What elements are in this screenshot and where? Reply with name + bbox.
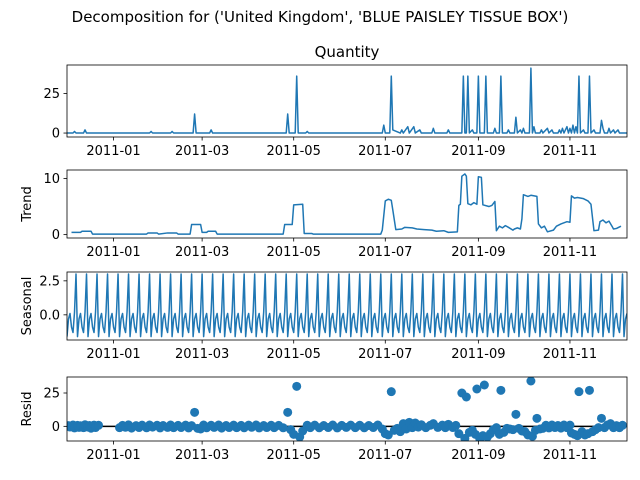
y-tick-label: 0.0	[39, 308, 60, 323]
resid-point	[496, 385, 506, 395]
x-tick-label: 2011-03	[175, 245, 229, 260]
y-axis-label: Trend	[20, 186, 35, 223]
x-tick-label: 2011-03	[175, 448, 229, 463]
y-axis-label: Resid	[20, 391, 35, 426]
x-tick-label: 2011-01	[86, 448, 140, 463]
x-tick-label: 2011-11	[543, 245, 597, 260]
y-tick-label: 25	[43, 387, 60, 402]
plot-area-trend	[71, 173, 622, 235]
resid-point	[283, 407, 293, 417]
resid-point	[574, 387, 584, 397]
x-tick-label: 2011-05	[267, 448, 321, 463]
axes-frame-quantity	[66, 64, 628, 138]
x-tick-label: 2011-07	[358, 448, 412, 463]
resid-point	[278, 423, 288, 433]
figure-suptitle: Decomposition for ('United Kingdom', 'BL…	[72, 8, 569, 26]
resid-point	[292, 381, 302, 391]
x-tick-label: 2011-05	[267, 245, 321, 260]
y-tick-label: 25	[43, 87, 60, 102]
resid-point	[94, 420, 104, 430]
x-tick-label: 2011-11	[543, 347, 597, 362]
y-tick-label: 0	[52, 127, 60, 142]
panel-resid: 2011-01 2011-03 2011-05 2011-07 2011-09 2011-…	[20, 376, 628, 463]
series-line-seasonal	[67, 273, 627, 338]
resid-point	[584, 385, 594, 395]
y-tick-label: 2.5	[39, 274, 60, 289]
series-line-quantity	[67, 67, 627, 134]
x-tick-label: 2011-03	[175, 347, 229, 362]
plot-area-seasonal	[67, 273, 627, 338]
y-axis-label: Seasonal	[20, 277, 35, 336]
plot-area-resid	[67, 377, 627, 441]
x-tick-label: 2011-09	[451, 448, 505, 463]
plot-area-quantity	[67, 67, 627, 134]
resid-point	[526, 377, 536, 386]
x-tick-label: 2011-01	[86, 245, 140, 260]
x-tick-label: 2011-07	[358, 245, 412, 260]
axes-frame-trend	[66, 169, 628, 239]
axes-frame-seasonal	[66, 271, 628, 341]
y-tick-label: 0	[52, 228, 60, 243]
x-tick-label: 2011-11	[543, 144, 597, 159]
series-line-trend	[71, 173, 622, 235]
resid-point	[511, 409, 521, 419]
x-tick-label: 2011-09	[451, 347, 505, 362]
resid-point	[386, 387, 396, 397]
x-tick-label: 2011-03	[175, 144, 229, 159]
x-tick-label: 2011-09	[451, 245, 505, 260]
resid-point	[451, 420, 461, 430]
resid-point	[190, 407, 200, 417]
x-tick-label: 2011-07	[358, 347, 412, 362]
resid-point	[532, 413, 542, 423]
resid-point	[565, 420, 575, 430]
x-tick-label: 2011-05	[267, 144, 321, 159]
x-tick-label: 2011-11	[543, 448, 597, 463]
x-tick-label: 2011-01	[86, 347, 140, 362]
resid-point	[596, 413, 606, 423]
axes-frame-resid	[66, 376, 628, 442]
x-tick-label: 2011-09	[451, 144, 505, 159]
x-tick-label: 2011-05	[267, 347, 321, 362]
resid-point	[479, 380, 489, 390]
resid-point	[461, 392, 471, 402]
panel-quantity: 2011-01 2011-03 2011-05 2011-07 2011-09 2011-…	[43, 43, 628, 159]
x-tick-label: 2011-07	[358, 144, 412, 159]
resid-point	[618, 420, 627, 430]
panel-trend: 2011-01 2011-03 2011-05 2011-07 2011-09 2011-…	[20, 169, 628, 260]
y-tick-label: 0	[52, 420, 60, 435]
panel-seasonal: 2011-01 2011-03 2011-05 2011-07 2011-09 2011-…	[20, 271, 628, 362]
panel-title: Quantity	[315, 43, 380, 61]
subplot-panels: 2011-01 2011-03 2011-05 2011-07 2011-09 2011-…	[20, 43, 628, 463]
resid-point	[472, 384, 482, 394]
y-tick-label: 10	[43, 172, 60, 187]
x-tick-label: 2011-01	[86, 144, 140, 159]
